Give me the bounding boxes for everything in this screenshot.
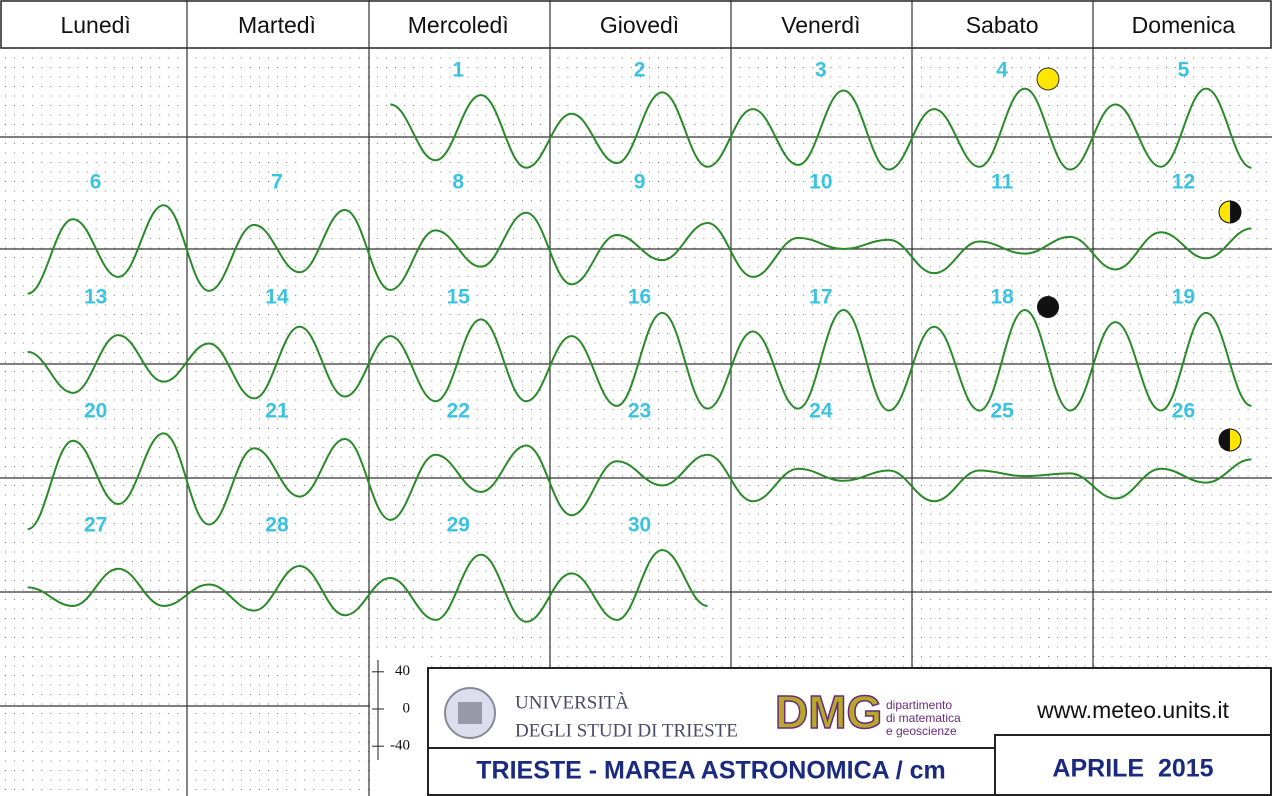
tide-curve (390, 87, 1252, 171)
day-number: 16 (628, 286, 651, 309)
day-number: 7 (271, 171, 283, 194)
day-number: 4 (996, 59, 1008, 82)
scale-bg (370, 655, 428, 796)
day-number: 6 (90, 171, 102, 194)
footer: UNIVERSITÀ DEGLI STUDI DI TRIESTE DMG di… (427, 667, 1272, 796)
day-number: 10 (809, 171, 832, 194)
tide-curve (27, 432, 1252, 531)
weekday-label: Martedì (238, 12, 316, 38)
day-number: 12 (1172, 171, 1195, 194)
day-number: 11 (991, 171, 1014, 194)
dept-name: e geoscienze (886, 724, 957, 738)
tide-curve (27, 204, 1252, 295)
last-quarter-shade (1230, 201, 1241, 223)
day-number: 22 (447, 400, 470, 423)
day-number: 29 (447, 514, 470, 537)
university-name: UNIVERSITÀ (515, 691, 629, 713)
seal-building (458, 702, 482, 724)
full-moon (1036, 67, 1060, 91)
scale-tick-label: 0 (403, 700, 411, 716)
new-moon (1037, 296, 1059, 318)
dept-name: di matematica (886, 711, 961, 725)
day-number: 19 (1172, 286, 1195, 309)
day-number: 18 (990, 286, 1014, 309)
chart-title: TRIESTE - MAREA ASTRONOMICA / cm (476, 757, 945, 785)
day-number: 25 (990, 400, 1014, 423)
day-number: 14 (265, 286, 289, 309)
weekday-label: Domenica (1132, 12, 1236, 38)
header-row (0, 0, 1272, 49)
day-number: 13 (84, 286, 107, 309)
day-number: 27 (84, 514, 107, 537)
day-number: 24 (809, 400, 833, 423)
day-number: 21 (265, 400, 289, 423)
website: www.meteo.units.it (1036, 697, 1229, 723)
day-number: 9 (634, 171, 646, 194)
day-number: 20 (84, 400, 107, 423)
month-label: APRILE 2015 (1052, 755, 1213, 783)
weekday-label: Mercoledì (408, 12, 509, 38)
day-number: 28 (265, 514, 289, 537)
day-number: 5 (1178, 59, 1190, 82)
day-number: 8 (452, 171, 464, 194)
university-name: DEGLI STUDI DI TRIESTE (515, 720, 738, 741)
dept-logo: DMG (775, 686, 882, 738)
tide-curve (27, 309, 1252, 412)
dept-name: dipartimento (886, 698, 952, 712)
weekday-label: Sabato (966, 12, 1039, 38)
month-box (994, 734, 1272, 796)
weekday-label: Venerdì (781, 12, 860, 38)
day-number: 3 (815, 59, 827, 82)
day-number: 26 (1172, 400, 1195, 423)
day-number: 23 (628, 400, 651, 423)
weekday-label: Lunedì (60, 12, 130, 38)
day-number: 2 (634, 59, 646, 82)
scale-tick-label: 40 (395, 663, 410, 679)
day-number: 1 (452, 59, 464, 82)
tide-curve (27, 549, 708, 623)
scale-tick-label: -40 (390, 738, 410, 754)
day-number: 17 (809, 286, 832, 309)
day-number: 30 (628, 514, 651, 537)
moon-phases (1036, 67, 1242, 452)
weekday-label: Giovedì (600, 12, 679, 38)
first-quarter-shade (1219, 429, 1230, 451)
day-number: 15 (447, 286, 471, 309)
